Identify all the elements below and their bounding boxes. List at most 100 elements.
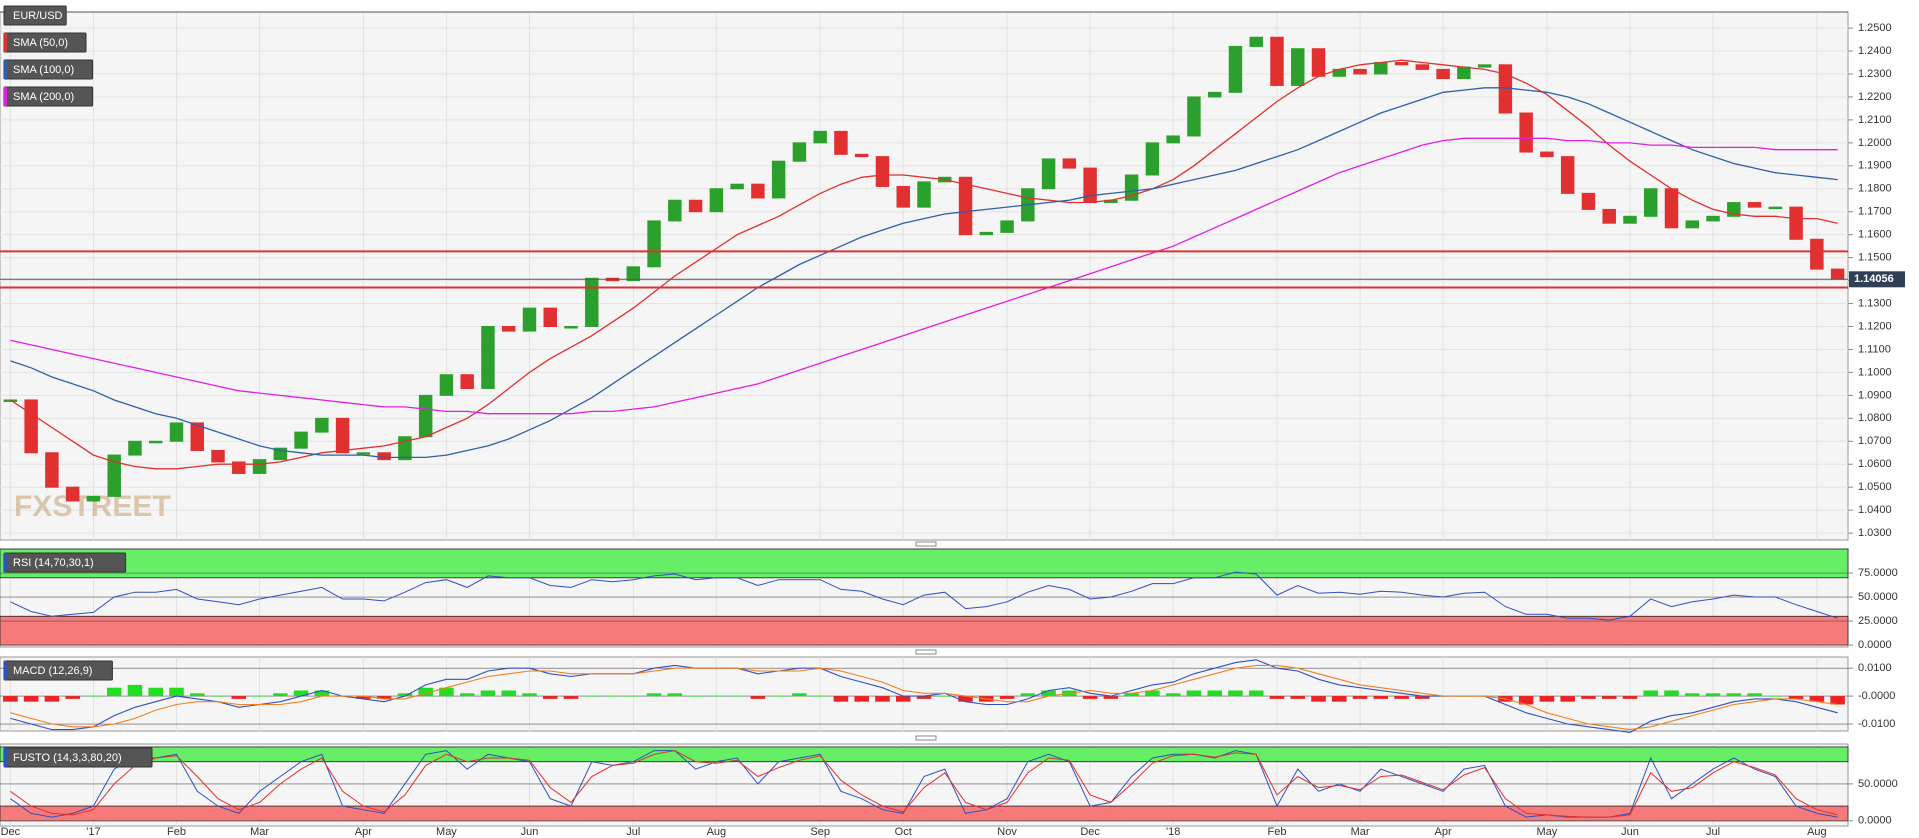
histogram-bar bbox=[1788, 696, 1804, 699]
candle bbox=[854, 153, 869, 158]
y-tick-label: 1.2500 bbox=[1858, 22, 1892, 34]
y-tick-label: 1.0900 bbox=[1858, 389, 1892, 401]
candle bbox=[647, 220, 661, 268]
indicator-line bbox=[10, 750, 1838, 818]
histogram-bar bbox=[1809, 696, 1825, 702]
sma-line bbox=[10, 137, 1838, 415]
band bbox=[0, 548, 1849, 579]
histogram-bar bbox=[293, 690, 309, 697]
x-tick-label: May bbox=[436, 826, 457, 838]
histogram-bar bbox=[916, 696, 932, 699]
histogram-bar bbox=[1539, 696, 1555, 702]
y-tick-label: 1.2200 bbox=[1858, 91, 1892, 103]
plot-area bbox=[0, 11, 1849, 541]
histogram-bar bbox=[1145, 690, 1160, 697]
watermark: FXSTREET bbox=[14, 490, 171, 523]
x-tick-label: '17 bbox=[86, 826, 100, 838]
histogram-bar bbox=[397, 693, 413, 697]
y-tick-label: 1.1500 bbox=[1858, 252, 1892, 264]
histogram-bar bbox=[522, 693, 537, 697]
histogram-bar bbox=[1830, 696, 1845, 705]
candle bbox=[896, 185, 910, 208]
histogram-bar bbox=[1664, 690, 1679, 697]
candle bbox=[501, 326, 516, 332]
band bbox=[0, 746, 1849, 763]
histogram-bar bbox=[127, 684, 143, 697]
y-tick-label: 1.0400 bbox=[1858, 504, 1892, 516]
candle bbox=[273, 447, 288, 461]
histogram-bar bbox=[1124, 693, 1139, 697]
candle bbox=[1519, 112, 1533, 153]
candle bbox=[1664, 188, 1679, 229]
y-tick-label: -0.0000 bbox=[1858, 690, 1895, 702]
histogram-bar bbox=[833, 696, 849, 702]
candle bbox=[481, 326, 495, 389]
candle bbox=[294, 431, 308, 449]
candle bbox=[1706, 215, 1720, 222]
candle bbox=[86, 495, 101, 502]
y-tick-label: 1.0800 bbox=[1858, 412, 1892, 424]
last-price-tag bbox=[1849, 271, 1905, 288]
candle bbox=[771, 160, 786, 199]
histogram-bar bbox=[252, 696, 267, 697]
legend-label: SMA (100,0) bbox=[13, 64, 74, 76]
histogram-bar bbox=[542, 696, 558, 699]
candle bbox=[522, 307, 537, 332]
x-tick-label: May bbox=[1537, 826, 1558, 838]
histogram-bar bbox=[1020, 693, 1036, 697]
histogram-bar bbox=[1103, 696, 1119, 699]
histogram-bar bbox=[1560, 696, 1575, 702]
candle bbox=[792, 142, 807, 162]
histogram-bar bbox=[1207, 690, 1222, 697]
candle bbox=[232, 461, 246, 474]
histogram-bar bbox=[937, 696, 953, 697]
x-tick-label: Aug bbox=[707, 826, 727, 838]
candle bbox=[958, 176, 973, 236]
histogram-bar bbox=[23, 696, 39, 702]
sma-line bbox=[10, 87, 1838, 459]
legend-swatch bbox=[4, 661, 7, 680]
candle bbox=[149, 440, 163, 444]
x-tick-label: Apr bbox=[1435, 826, 1452, 838]
x-tick-label: Jul bbox=[626, 826, 640, 838]
candle bbox=[190, 422, 204, 451]
indicator-line bbox=[10, 571, 1838, 621]
x-tick-label: Dec bbox=[1080, 826, 1100, 838]
histogram-bar bbox=[1394, 696, 1409, 699]
candle bbox=[1145, 142, 1160, 176]
x-tick-label: Nov bbox=[997, 826, 1017, 838]
histogram-bar bbox=[1643, 690, 1659, 697]
y-tick-label: 0.0100 bbox=[1858, 662, 1892, 674]
y-tick-label: -0.0100 bbox=[1858, 718, 1895, 730]
y-tick-label: 25.0000 bbox=[1858, 615, 1898, 627]
y-tick-label: 1.0600 bbox=[1858, 458, 1892, 470]
candle bbox=[107, 454, 121, 497]
candle bbox=[709, 188, 724, 213]
legend-swatch bbox=[4, 748, 7, 767]
candle bbox=[585, 277, 599, 328]
y-tick-label: 1.2400 bbox=[1858, 45, 1892, 57]
y-tick-label: 50.0000 bbox=[1858, 591, 1898, 603]
candle bbox=[335, 417, 350, 454]
histogram-bar bbox=[501, 690, 516, 697]
histogram-bar bbox=[1290, 696, 1306, 699]
candle bbox=[252, 459, 267, 474]
candle bbox=[1228, 45, 1243, 93]
candle bbox=[1415, 64, 1430, 70]
candle bbox=[751, 183, 765, 199]
histogram-bar bbox=[1415, 696, 1430, 699]
histogram-bar bbox=[1601, 696, 1617, 699]
candle bbox=[45, 452, 59, 488]
candle bbox=[169, 422, 184, 442]
x-tick-label: Apr bbox=[355, 826, 372, 838]
histogram-bar bbox=[584, 696, 600, 697]
candle bbox=[1270, 36, 1284, 86]
histogram-bar bbox=[605, 696, 620, 697]
band bbox=[0, 615, 1849, 646]
histogram-bar bbox=[1685, 693, 1700, 697]
x-tick-label: Aug bbox=[1807, 826, 1827, 838]
histogram-bar bbox=[750, 696, 766, 699]
histogram-bar bbox=[1041, 690, 1056, 697]
x-tick-label: '18 bbox=[1166, 826, 1180, 838]
histogram-bar bbox=[210, 696, 226, 697]
